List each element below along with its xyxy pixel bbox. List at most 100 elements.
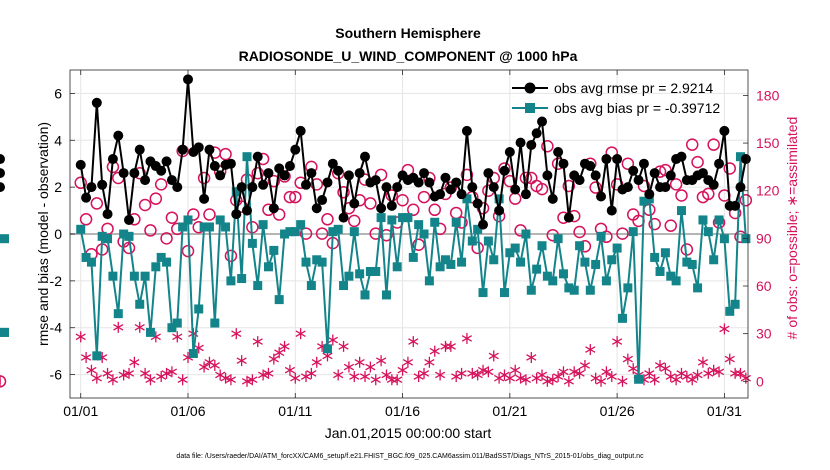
rmse-point	[204, 144, 215, 155]
rmse-point	[0, 154, 5, 165]
rmse-point	[75, 159, 86, 170]
rmse-point	[478, 219, 489, 230]
rmse-point	[520, 189, 531, 200]
bias-point	[221, 222, 231, 232]
asterisk-stroke	[697, 358, 709, 366]
count-assimilated-point	[488, 350, 499, 362]
asterisk-stroke	[740, 374, 751, 382]
asterisk-stroke	[225, 376, 237, 384]
asterisk-stroke	[461, 335, 473, 342]
count-assimilated-point	[129, 356, 140, 368]
bias-point	[247, 238, 257, 248]
count-assimilated-point	[80, 351, 92, 363]
rmse-point	[140, 175, 151, 186]
asterisk-stroke	[274, 349, 285, 357]
asterisk-stroke	[504, 374, 515, 382]
bias-point	[344, 271, 354, 281]
count-assimilated-point	[510, 364, 521, 376]
rmse-point	[531, 128, 542, 139]
bias-point	[371, 266, 381, 276]
rmse-point	[526, 139, 537, 150]
rmse-point	[633, 175, 644, 186]
bias-point	[693, 283, 703, 293]
rmse-point	[456, 189, 467, 200]
asterisk-stroke	[381, 371, 392, 379]
asterisk-stroke	[477, 366, 489, 374]
asterisk-stroke	[515, 374, 526, 382]
bias-point	[682, 257, 692, 267]
rmse-point	[376, 203, 387, 214]
asterisk-stroke	[231, 330, 242, 337]
bias-point	[113, 309, 123, 319]
bias-point	[237, 274, 247, 284]
asterisk-stroke	[236, 357, 247, 364]
count-assimilated-point	[354, 356, 365, 368]
x-tick-label: 01/01	[63, 403, 98, 419]
bias-point	[473, 224, 483, 234]
asterisk-stroke	[612, 338, 623, 345]
rmse-point	[386, 200, 397, 211]
count-possible-point	[272, 208, 286, 221]
bias-point	[290, 227, 300, 237]
count-assimilated-point	[628, 363, 639, 375]
rmse-point	[360, 151, 371, 162]
count-assimilated-point	[311, 356, 322, 368]
asterisk-stroke	[526, 354, 537, 361]
bias-point	[301, 257, 311, 267]
legend-rmse-marker	[524, 82, 536, 94]
asterisk-stroke	[86, 366, 97, 374]
bias-point	[86, 257, 96, 267]
bias-point	[204, 222, 214, 232]
bias-point	[333, 224, 343, 234]
asterisk-stroke	[375, 357, 387, 364]
rmse-point	[461, 125, 472, 136]
asterisk-stroke	[665, 373, 676, 380]
rmse-point	[628, 165, 639, 176]
y2-tick-label: 150	[756, 135, 780, 151]
rmse-point	[129, 168, 140, 179]
bias-point	[419, 229, 429, 239]
bias-point	[435, 262, 445, 272]
rmse-point	[547, 193, 558, 204]
asterisk-stroke	[472, 371, 483, 379]
count-possible-point	[138, 198, 152, 212]
asterisk-stroke	[327, 336, 338, 344]
count-assimilated-point	[365, 361, 376, 373]
rmse-point	[231, 209, 242, 220]
x-tick-label: 01/26	[600, 403, 635, 419]
rmse-point	[263, 168, 274, 179]
asterisk-stroke	[676, 370, 687, 377]
count-assimilated-point	[247, 374, 258, 386]
rmse-point	[622, 182, 633, 193]
asterisk-stroke	[542, 378, 553, 385]
bias-point	[135, 299, 145, 309]
x-tick-label: 01/16	[385, 403, 420, 419]
bias-point	[489, 255, 499, 265]
asterisk-stroke	[590, 374, 601, 382]
count-assimilated-point	[418, 367, 430, 379]
asterisk-stroke	[306, 370, 317, 377]
count-possible-point	[428, 203, 441, 217]
rmse-point	[660, 182, 671, 193]
count-assimilated-point	[612, 336, 623, 348]
bias-point	[596, 231, 606, 241]
asterisk-stroke	[483, 368, 494, 376]
count-possible-point	[224, 249, 238, 263]
count-assimilated-point	[649, 374, 660, 386]
count-possible-point	[396, 193, 409, 207]
y2-tick-label: 60	[756, 278, 772, 294]
count-possible-point	[348, 214, 361, 228]
bias-point	[553, 234, 563, 244]
bias-point	[671, 276, 681, 286]
bias-point	[258, 220, 268, 230]
asterisk-stroke	[735, 370, 746, 377]
asterisk-stroke	[553, 373, 564, 380]
rmse-point	[735, 182, 746, 193]
bias-point	[617, 313, 627, 323]
count-assimilated-point	[113, 321, 124, 333]
bias-point	[639, 196, 649, 206]
count-assimilated-point	[687, 374, 698, 386]
count-possible-point	[675, 189, 688, 202]
asterisk-stroke	[279, 343, 290, 350]
count-assimilated-point	[520, 374, 532, 386]
